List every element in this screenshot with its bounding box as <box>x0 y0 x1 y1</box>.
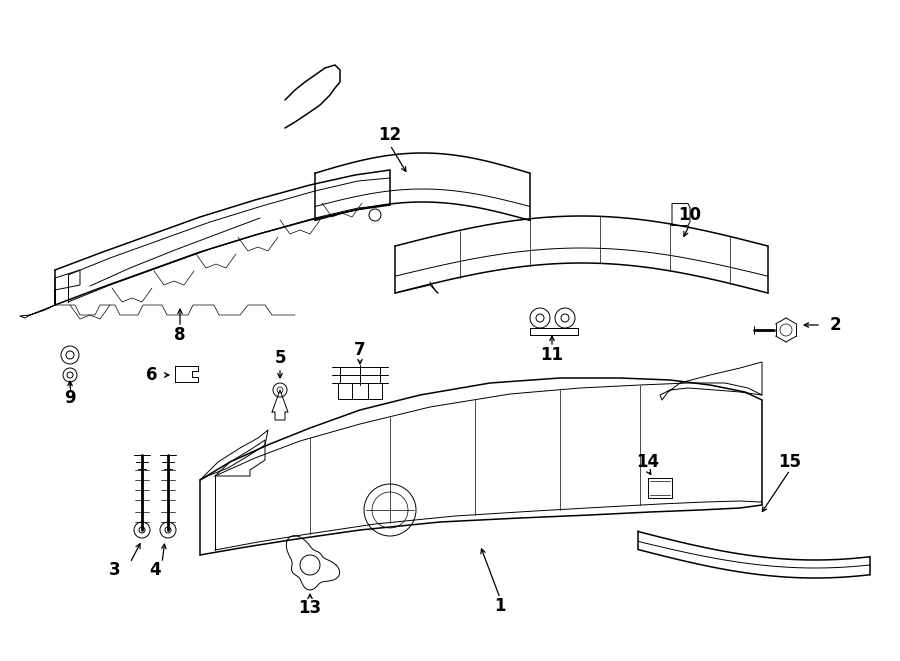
Text: 14: 14 <box>636 453 660 471</box>
Text: 7: 7 <box>355 341 365 359</box>
Text: 13: 13 <box>299 599 321 617</box>
Text: 12: 12 <box>378 126 401 144</box>
Text: 6: 6 <box>146 366 158 384</box>
Text: 11: 11 <box>541 346 563 364</box>
Text: 5: 5 <box>274 349 286 367</box>
Text: 3: 3 <box>109 561 121 579</box>
Text: 9: 9 <box>64 389 76 407</box>
Text: 15: 15 <box>778 453 802 471</box>
Text: 4: 4 <box>149 561 161 579</box>
Text: 2: 2 <box>829 316 841 334</box>
Text: 1: 1 <box>494 597 506 615</box>
Text: 10: 10 <box>679 206 701 224</box>
Text: 8: 8 <box>175 326 185 344</box>
